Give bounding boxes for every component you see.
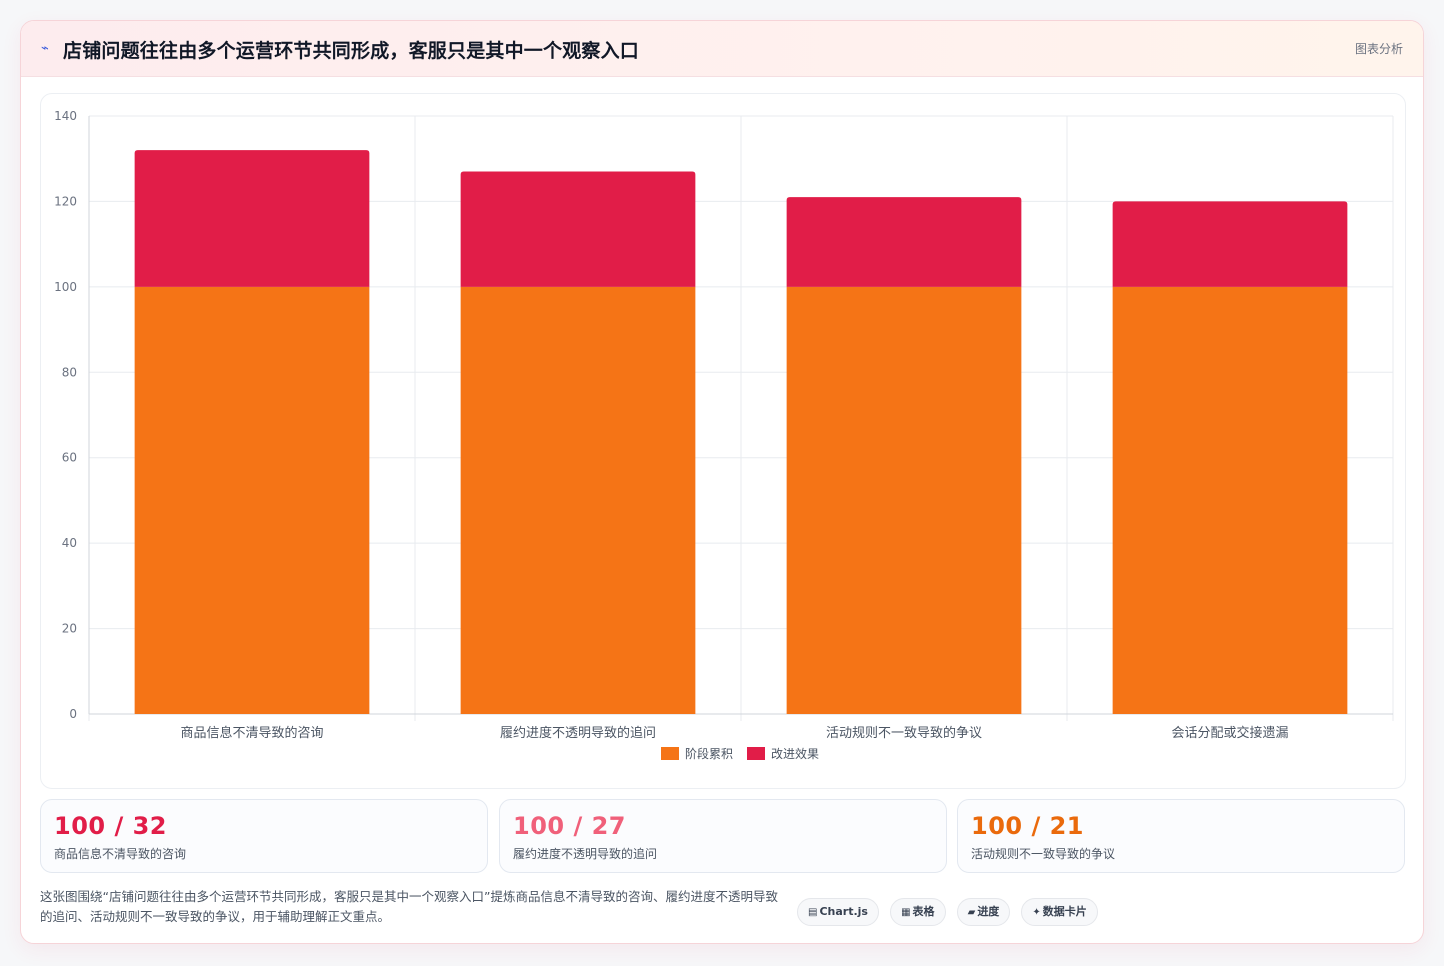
stat-card-3: 100 / 21 活动规则不一致导致的争议 — [957, 799, 1405, 873]
y-tick-label: 40 — [62, 536, 77, 550]
x-tick-label: 活动规则不一致导致的争议 — [826, 725, 982, 741]
stat-card-1: 100 / 32 商品信息不清导致的咨询 — [40, 799, 488, 873]
chart-description: 这张图围绕“店铺问题往往由多个运营环节共同形成，客服只是其中一个观察入口”提炼商… — [40, 889, 778, 924]
chip-progress[interactable]: ▰ 进度 — [956, 898, 1011, 926]
y-tick-label: 140 — [54, 109, 77, 123]
stat-value: 100 / 32 — [54, 812, 167, 840]
bar-segment — [134, 150, 370, 287]
x-tick-label: 商品信息不清导致的咨询 — [180, 725, 323, 741]
bar-segment — [1112, 286, 1348, 714]
legend-label: 改进效果 — [771, 746, 819, 761]
bar-segment — [786, 286, 1022, 714]
bar-segment — [460, 286, 696, 714]
stat-card-2: 100 / 27 履约进度不透明导致的追问 — [499, 799, 947, 873]
y-tick-label: 0 — [69, 707, 77, 721]
chart-title: 店铺问题往往由多个运营环节共同形成，客服只是其中一个观察入口 — [63, 40, 640, 62]
chart-card: ⌁ 店铺问题往往由多个运营环节共同形成，客服只是其中一个观察入口 图表分析 0 2… — [20, 20, 1424, 944]
table-icon: ▦ — [901, 907, 911, 918]
chip-label: Chart.js — [819, 905, 868, 918]
progress-icon: ▰ — [967, 907, 976, 918]
y-tick-label: 20 — [62, 622, 77, 636]
bar-segment — [460, 171, 696, 287]
chart-icon: ▤ — [808, 907, 818, 918]
chip-label: 表格 — [912, 905, 935, 918]
y-tick-label: 120 — [54, 194, 77, 208]
chip-table[interactable]: ▦ 表格 — [890, 898, 946, 926]
sparkle-icon: ✦ — [1032, 907, 1041, 918]
chart-area: 0 20 40 60 80 100 120 140 商品信息不清导致的咨询 履约进度不透明导致的追… — [40, 93, 1406, 789]
stat-value: 100 / 21 — [971, 812, 1084, 840]
legend-swatch — [661, 747, 679, 760]
chip-label: 进度 — [977, 905, 1000, 918]
trend-line-icon: ⌁ — [41, 41, 49, 56]
stat-value: 100 / 27 — [513, 812, 626, 840]
legend-swatch — [747, 747, 765, 760]
bar-segment — [134, 286, 370, 714]
legend-label: 阶段累积 — [685, 746, 733, 761]
x-tick-label: 会话分配或交接遗漏 — [1171, 725, 1288, 741]
card-header: ⌁ 店铺问题往往由多个运营环节共同形成，客服只是其中一个观察入口 图表分析 — [21, 21, 1423, 77]
tool-chips: ▤ Chart.js ▦ 表格 ▰ 进度 ✦ 数据卡片 — [797, 898, 1104, 926]
y-tick-label: 60 — [62, 451, 77, 465]
stat-label: 商品信息不清导致的咨询 — [54, 847, 187, 861]
stat-label: 活动规则不一致导致的争议 — [971, 847, 1116, 861]
bar-segment — [1112, 201, 1348, 287]
y-tick-label: 80 — [62, 365, 77, 379]
chip-chartjs[interactable]: ▤ Chart.js — [797, 898, 879, 926]
stacked-bar-chart: 0 20 40 60 80 100 120 140 商品信息不清导致的咨询 履约进度不透明导致的追… — [54, 109, 1394, 761]
x-tick-label: 履约进度不透明导致的追问 — [500, 725, 656, 741]
chart-tag: 图表分析 — [1354, 42, 1403, 56]
chip-label: 数据卡片 — [1042, 905, 1087, 918]
bar-segment — [786, 197, 1022, 287]
chip-data-cards[interactable]: ✦ 数据卡片 — [1021, 898, 1098, 926]
stat-label: 履约进度不透明导致的追问 — [513, 847, 658, 861]
y-tick-label: 100 — [54, 280, 77, 294]
